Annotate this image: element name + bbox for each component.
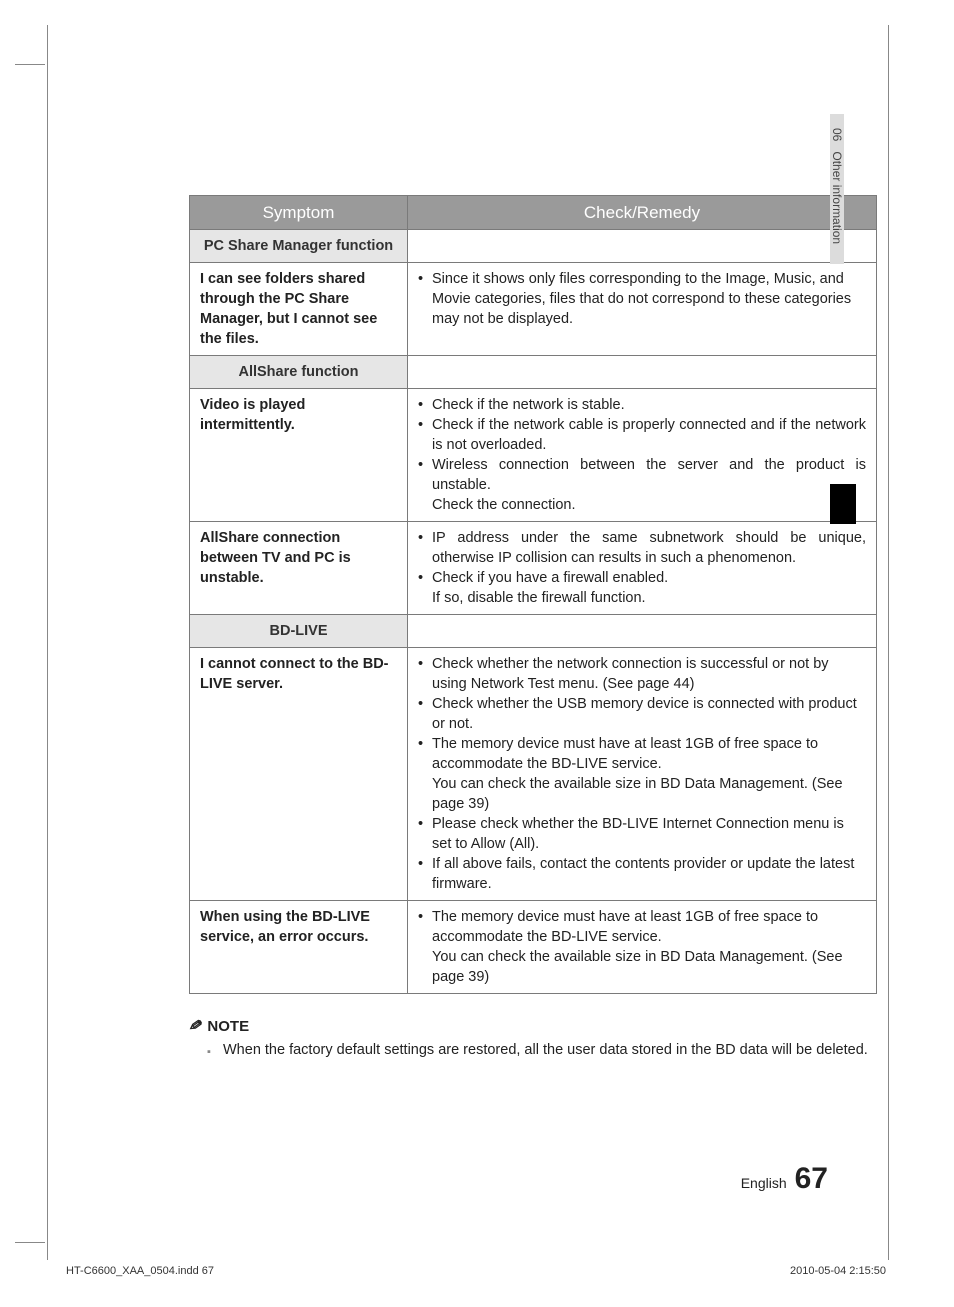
- bullet-icon: •: [418, 814, 432, 854]
- bullet-icon: •: [418, 654, 432, 694]
- remedy-cell: •IP address under the same subnetwork sh…: [408, 522, 877, 615]
- remedy-text: Since it shows only files corresponding …: [432, 269, 866, 329]
- remedy-text: The memory device must have at least 1GB…: [432, 734, 866, 774]
- note-block: ✎ NOTE ▪When the factory default setting…: [189, 1016, 877, 1062]
- remedy-cell: •Since it shows only files corresponding…: [408, 263, 877, 356]
- bullet-icon: •: [418, 734, 432, 774]
- main-content: Symptom Check/Remedy PC Share Manager fu…: [189, 195, 877, 1062]
- square-bullet-icon: ▪: [207, 1042, 223, 1062]
- header-remedy: Check/Remedy: [408, 196, 877, 230]
- remedy-item: •Please check whether the BD-LIVE Intern…: [418, 814, 866, 854]
- crop-mark: [15, 64, 45, 65]
- remedy-item: •Check whether the network connection is…: [418, 654, 866, 694]
- symptom-cell: I cannot connect to the BD-LIVE server.: [190, 648, 408, 901]
- bullet-icon: •: [418, 528, 432, 568]
- remedy-item: •Wireless connection between the server …: [418, 455, 866, 495]
- section-title: AllShare function: [190, 356, 408, 389]
- remedy-subline: You can check the available size in BD D…: [418, 947, 866, 987]
- remedy-item: •Check whether the USB memory device is …: [418, 694, 866, 734]
- troubleshooting-table: Symptom Check/Remedy PC Share Manager fu…: [189, 195, 877, 994]
- page-frame: Symptom Check/Remedy PC Share Manager fu…: [47, 25, 889, 1260]
- section-empty: [408, 356, 877, 389]
- section-empty: [408, 615, 877, 648]
- remedy-item: •Since it shows only files corresponding…: [418, 269, 866, 329]
- imprint-stamp: 2010-05-04 2:15:50: [790, 1265, 886, 1277]
- symptom-cell: Video is played intermittently.: [190, 389, 408, 522]
- symptom-cell: AllShare connection between TV and PC is…: [190, 522, 408, 615]
- header-symptom: Symptom: [190, 196, 408, 230]
- remedy-cell: •Check if the network is stable.•Check i…: [408, 389, 877, 522]
- remedy-item: •The memory device must have at least 1G…: [418, 734, 866, 774]
- note-heading: ✎ NOTE: [189, 1016, 877, 1036]
- crop-mark: [15, 1242, 45, 1243]
- section-title: PC Share Manager function: [190, 230, 408, 263]
- remedy-item: •Check if you have a firewall enabled.: [418, 568, 866, 588]
- symptom-cell: When using the BD-LIVE service, an error…: [190, 901, 408, 994]
- bullet-icon: •: [418, 568, 432, 588]
- section-title: BD-LIVE: [190, 615, 408, 648]
- bullet-icon: •: [418, 854, 432, 894]
- imprint-file: HT-C6600_XAA_0504.indd 67: [66, 1265, 214, 1277]
- remedy-text: IP address under the same subnetwork sho…: [432, 528, 866, 568]
- pencil-icon: ✎: [187, 1015, 204, 1037]
- remedy-text: The memory device must have at least 1GB…: [432, 907, 866, 947]
- symptom-cell: I can see folders shared through the PC …: [190, 263, 408, 356]
- bullet-icon: •: [418, 694, 432, 734]
- bullet-icon: •: [418, 415, 432, 455]
- remedy-cell: •The memory device must have at least 1G…: [408, 901, 877, 994]
- remedy-subline: If so, disable the firewall function.: [418, 588, 866, 608]
- remedy-text: Check if you have a firewall enabled.: [432, 568, 866, 588]
- remedy-text: Check if the network is stable.: [432, 395, 866, 415]
- remedy-cell: •Check whether the network connection is…: [408, 648, 877, 901]
- footer-page-number: 67: [795, 1162, 828, 1196]
- note-text: When the factory default settings are re…: [223, 1042, 877, 1062]
- side-tab: 06 Other information: [830, 114, 856, 524]
- remedy-text: Wireless connection between the server a…: [432, 455, 866, 495]
- side-tab-marker: [830, 484, 856, 524]
- remedy-text: Check if the network cable is properly c…: [432, 415, 866, 455]
- bullet-icon: •: [418, 455, 432, 495]
- remedy-text: Check whether the network connection is …: [432, 654, 866, 694]
- remedy-text: If all above fails, contact the contents…: [432, 854, 866, 894]
- bullet-icon: •: [418, 907, 432, 947]
- chapter-number: 06: [830, 128, 844, 141]
- bullet-icon: •: [418, 395, 432, 415]
- section-empty: [408, 230, 877, 263]
- remedy-subline: You can check the available size in BD D…: [418, 774, 866, 814]
- note-item: ▪When the factory default settings are r…: [189, 1042, 877, 1062]
- footer-lang: English: [741, 1175, 787, 1191]
- side-tab-label: 06 Other information: [830, 114, 844, 264]
- remedy-item: •Check if the network cable is properly …: [418, 415, 866, 455]
- remedy-item: •The memory device must have at least 1G…: [418, 907, 866, 947]
- remedy-item: •Check if the network is stable.: [418, 395, 866, 415]
- remedy-item: •IP address under the same subnetwork sh…: [418, 528, 866, 568]
- page-footer: English 67: [741, 1162, 828, 1196]
- bullet-icon: •: [418, 269, 432, 329]
- remedy-text: Check whether the USB memory device is c…: [432, 694, 866, 734]
- chapter-title: Other information: [830, 151, 844, 244]
- remedy-subline: Check the connection.: [418, 495, 866, 515]
- remedy-text: Please check whether the BD-LIVE Interne…: [432, 814, 866, 854]
- imprint-line: HT-C6600_XAA_0504.indd 67 2010-05-04 2:1…: [66, 1265, 886, 1277]
- note-heading-text: NOTE: [207, 1018, 249, 1035]
- remedy-item: •If all above fails, contact the content…: [418, 854, 866, 894]
